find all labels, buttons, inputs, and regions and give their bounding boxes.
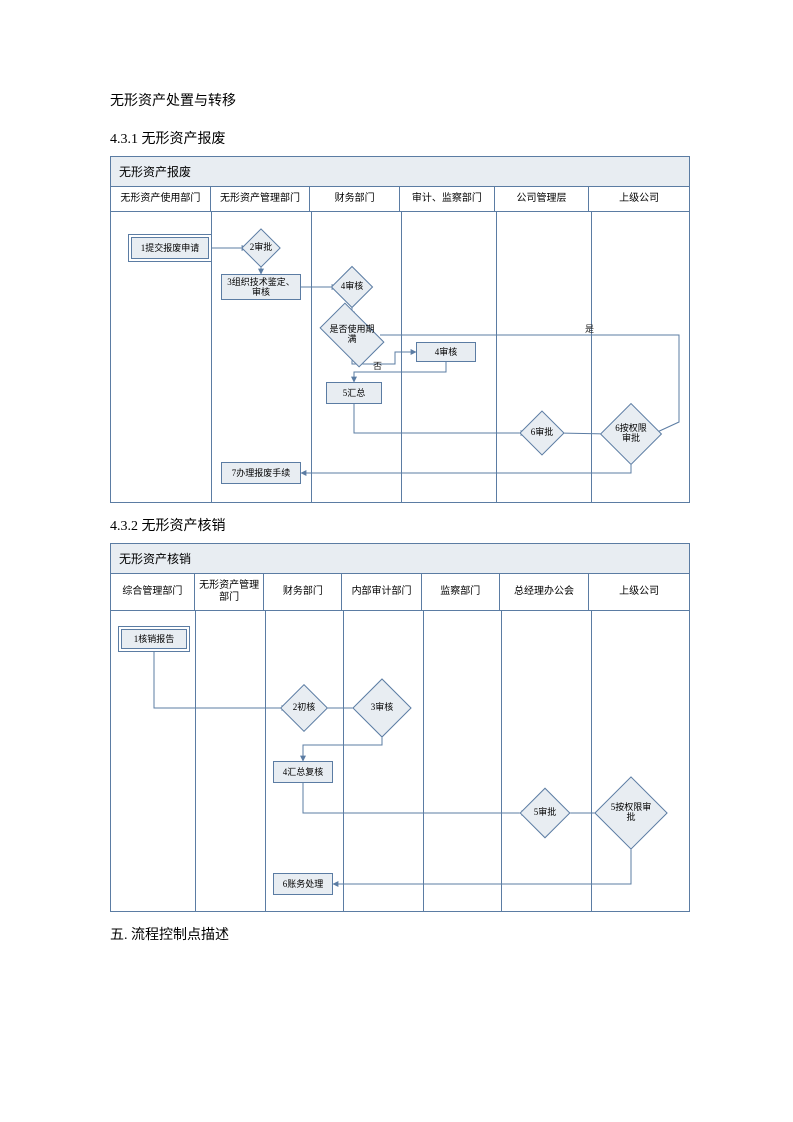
section-heading-controls: 五. 流程控制点描述 bbox=[110, 924, 733, 944]
decision-diamond: 6审批 bbox=[526, 417, 558, 449]
lane-separator bbox=[265, 611, 266, 911]
lane-header: 无形资产管理部门 bbox=[195, 574, 265, 610]
lane-separator bbox=[501, 611, 502, 911]
lane-body: 1提交报废申请2审批3组织技术鉴定、审核4审核是否使用期满4审核5汇总6审批6按… bbox=[111, 212, 689, 502]
process-box: 3组织技术鉴定、审核 bbox=[221, 274, 301, 300]
decision-diamond: 3审核 bbox=[361, 687, 403, 729]
decision-diamond: 2审批 bbox=[247, 234, 275, 262]
lane-separator bbox=[311, 212, 312, 502]
lane-separator bbox=[591, 611, 592, 911]
process-box: 7办理报废手续 bbox=[221, 462, 301, 484]
lane-header: 上级公司 bbox=[589, 574, 689, 610]
decision-diamond: 2初核 bbox=[287, 691, 321, 725]
document-page: 无形资产处置与转移 4.3.1 无形资产报废 无形资产报废 无形资产使用部门无形… bbox=[0, 0, 793, 1122]
process-box: 6账务处理 bbox=[273, 873, 333, 895]
page-title: 无形资产处置与转移 bbox=[110, 90, 733, 110]
swimlane-writeoff: 无形资产核销 综合管理部门无形资产管理部门财务部门内部审计部门监察部门总经理办公… bbox=[110, 543, 690, 912]
swimlane-title: 无形资产核销 bbox=[111, 544, 689, 574]
process-box: 4汇总复核 bbox=[273, 761, 333, 783]
process-box: 4审核 bbox=[416, 342, 476, 362]
decision-diamond: 是否使用期满 bbox=[324, 317, 380, 353]
process-box: 1核销报告 bbox=[121, 629, 187, 649]
process-box: 1提交报废申请 bbox=[131, 237, 209, 259]
lane-header: 公司管理层 bbox=[495, 187, 590, 211]
lane-header: 无形资产使用部门 bbox=[111, 187, 211, 211]
lane-body: 1核销报告 2初核 3审核 4汇总复核 5审批 5按权限审批 6账务处理 bbox=[111, 611, 689, 911]
decision-diamond: 5按权限审批 bbox=[605, 787, 657, 839]
lane-header: 上级公司 bbox=[589, 187, 689, 211]
decision-diamond: 6按权限审批 bbox=[609, 412, 653, 456]
lane-header-row: 无形资产使用部门无形资产管理部门财务部门审计、监察部门公司管理层上级公司 bbox=[111, 187, 689, 212]
section-heading-2: 4.3.2 无形资产核销 bbox=[110, 515, 733, 535]
lane-header: 财务部门 bbox=[310, 187, 400, 211]
lane-header: 财务部门 bbox=[264, 574, 342, 610]
lane-separator bbox=[423, 611, 424, 911]
lane-separator bbox=[343, 611, 344, 911]
lane-header: 监察部门 bbox=[422, 574, 500, 610]
decision-diamond: 5审批 bbox=[527, 795, 563, 831]
lane-separator bbox=[401, 212, 402, 502]
lane-separator bbox=[591, 212, 592, 502]
lane-separator bbox=[496, 212, 497, 502]
lane-header-row: 综合管理部门无形资产管理部门财务部门内部审计部门监察部门总经理办公会上级公司 bbox=[111, 574, 689, 611]
lane-header: 无形资产管理部门 bbox=[211, 187, 311, 211]
lane-header: 总经理办公会 bbox=[500, 574, 590, 610]
swimlane-title: 无形资产报废 bbox=[111, 157, 689, 187]
section-heading-1: 4.3.1 无形资产报废 bbox=[110, 128, 733, 148]
edge-label: 是 bbox=[585, 322, 594, 335]
lane-header: 内部审计部门 bbox=[342, 574, 422, 610]
lane-separator bbox=[211, 212, 212, 502]
lane-header: 审计、监察部门 bbox=[400, 187, 495, 211]
process-box: 5汇总 bbox=[326, 382, 382, 404]
lane-header: 综合管理部门 bbox=[111, 574, 195, 610]
edge-label: 否 bbox=[373, 359, 382, 372]
swimlane-disposal: 无形资产报废 无形资产使用部门无形资产管理部门财务部门审计、监察部门公司管理层上… bbox=[110, 156, 690, 503]
decision-diamond: 4审核 bbox=[337, 272, 367, 302]
lane-separator bbox=[195, 611, 196, 911]
